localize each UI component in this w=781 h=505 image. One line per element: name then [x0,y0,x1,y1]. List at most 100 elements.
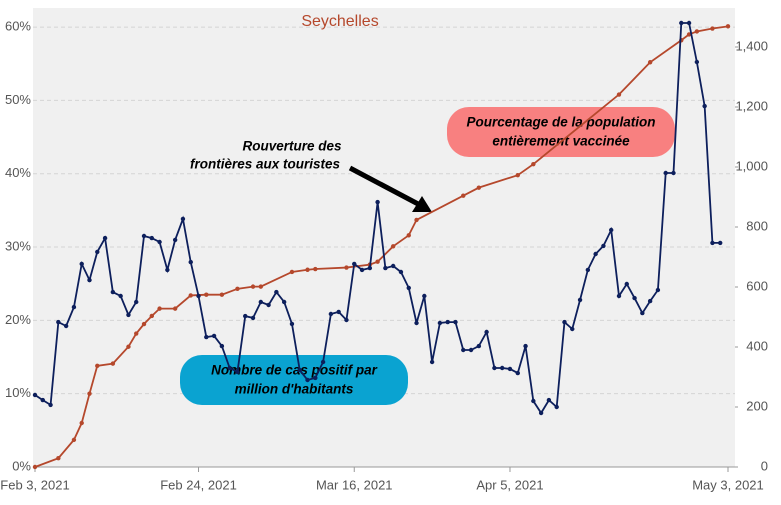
point [40,397,45,403]
point [32,464,38,470]
point [95,363,100,369]
point [320,359,326,365]
point [406,233,411,238]
point [484,329,489,335]
point [235,286,240,292]
point [71,437,77,443]
y-tick-label: 30% [5,238,31,253]
point [172,306,178,311]
point [297,367,302,373]
point [102,235,108,241]
point [126,344,131,349]
point [281,299,287,305]
point [188,293,193,298]
annotation: frontières aux touristes [190,157,341,172]
point [211,333,217,339]
point [87,391,92,396]
point [180,216,186,222]
point [48,402,53,408]
annotation: Nombre de cas positif par [211,363,378,378]
point [492,365,497,371]
y2-tick-label: 400 [746,338,768,353]
point [476,185,482,190]
point [328,311,334,317]
point [593,251,598,257]
annotation-box [180,355,408,405]
y-tick-label: 60% [5,19,31,34]
point [383,265,388,271]
point [647,298,653,304]
point [461,347,466,353]
point [204,334,209,340]
point [344,317,349,323]
arrow [348,165,422,208]
point [554,404,559,410]
point [79,261,84,267]
point [305,377,310,383]
point [126,312,131,318]
point [266,302,271,308]
point [141,321,147,327]
point [149,235,154,241]
point [531,398,536,404]
y2-tick-label: 800 [746,218,768,233]
point [609,227,614,233]
point [725,24,731,29]
annotation-box [447,107,675,157]
y-tick-label: 0% [12,458,31,473]
point [274,289,279,295]
point [616,92,622,97]
y-tick-label: 40% [5,165,31,180]
point [56,319,61,325]
point [507,366,513,372]
point [718,240,723,246]
point [110,289,116,295]
point [344,265,349,270]
point [390,263,396,269]
point [663,170,668,176]
point [196,293,201,299]
point [313,266,318,272]
point [577,297,583,303]
point [453,319,458,325]
point [616,293,622,299]
point [157,239,162,245]
point [686,20,692,26]
point [538,410,544,416]
point [515,172,520,178]
point [585,267,591,273]
x-tick-label: Feb 24, 2021 [160,477,237,492]
point [359,267,365,273]
point [79,420,84,426]
point [32,392,38,398]
point [398,269,404,275]
point [134,299,139,305]
point [188,259,193,265]
point [523,343,528,349]
x-tick-label: Mar 16, 2021 [316,477,393,492]
point [686,32,692,37]
point [204,292,209,297]
point [476,343,482,349]
point [710,26,715,31]
point [679,20,684,26]
point [468,347,474,353]
point [601,243,606,249]
point [95,249,100,255]
point [56,456,61,461]
point [531,161,536,167]
y2-tick-label: 1,200 [735,98,768,113]
point [305,267,310,272]
point [336,309,341,315]
point [562,319,567,325]
point [515,370,520,376]
x-tick-label: May 3, 2021 [692,477,764,492]
point [134,331,139,336]
point [352,261,357,267]
point [219,292,225,297]
y2-tick-label: 200 [746,398,768,413]
point [227,365,232,371]
point [437,320,443,326]
point [157,306,162,311]
